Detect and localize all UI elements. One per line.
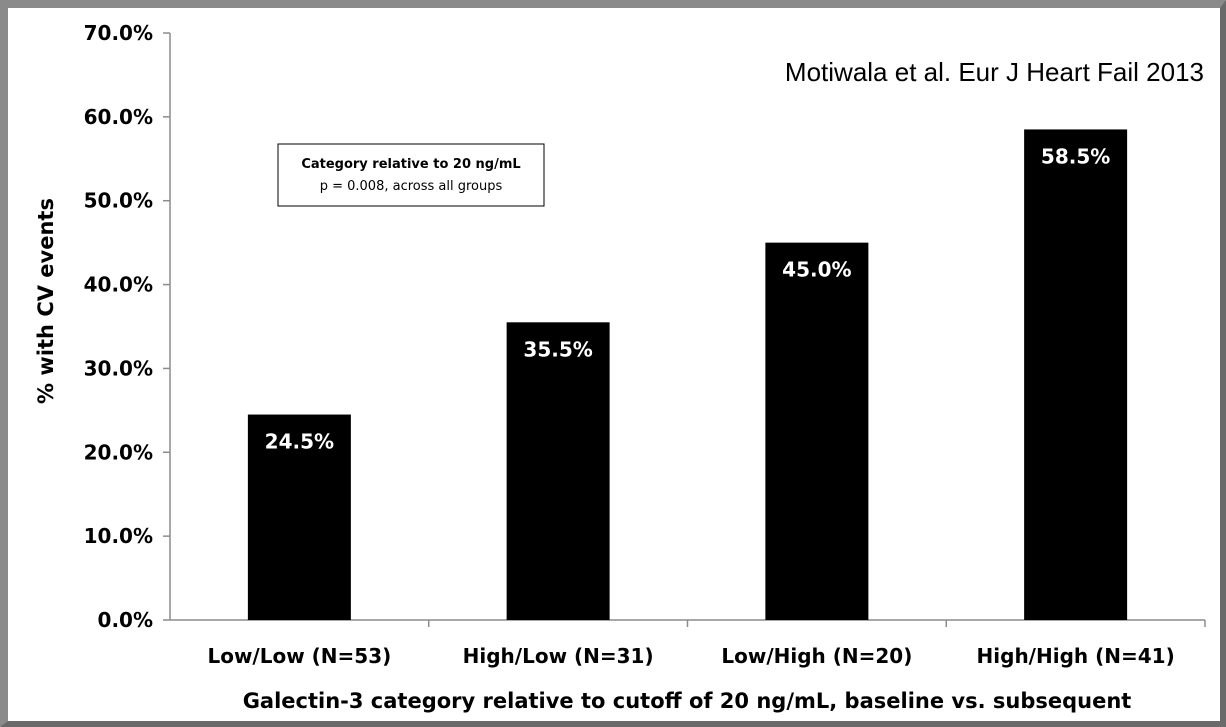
x-axis-category-labels: Low/Low (N=53) High/Low (N=31) Low/High (N…: [207, 620, 1206, 668]
y-axis-ticks: 0.0% 10.0% 20.0% 30.0% 40.0% 50.0% 60.0% 70.0%: [84, 21, 170, 632]
bar-value-label: 58.5%: [1041, 144, 1110, 168]
y-tick-label: 60.0%: [84, 105, 153, 129]
x-category-label: High/High (N=41): [977, 644, 1175, 668]
x-category-label: Low/Low (N=53): [207, 644, 391, 668]
bar: [506, 322, 610, 620]
bar: [765, 242, 869, 620]
citation-text: Motiwala et al. Eur J Heart Fail 2013: [785, 57, 1204, 87]
x-category-label: Low/High (N=20): [721, 644, 912, 668]
bar-value-label: 45.0%: [782, 258, 851, 282]
annotation-subtitle: p = 0.008, across all groups: [320, 179, 503, 194]
y-tick-label: 30.0%: [84, 356, 153, 380]
x-category-label: High/Low (N=31): [463, 644, 654, 668]
x-axis-title: Galectin-3 category relative to cutoff o…: [243, 689, 1132, 713]
annotation-title: Category relative to 20 ng/mL: [301, 157, 520, 172]
bars-group: 24.5% 35.5% 45.0% 58.5%: [247, 129, 1128, 620]
bar-value-label: 35.5%: [523, 337, 592, 361]
bar: [247, 414, 351, 620]
y-tick-label: 10.0%: [84, 524, 153, 548]
annotation-box: Category relative to 20 ng/mL p = 0.008,…: [277, 143, 545, 207]
bar-value-label: 24.5%: [265, 430, 334, 454]
y-tick-label: 70.0%: [84, 21, 153, 45]
bar: [1024, 129, 1128, 620]
y-tick-label: 50.0%: [84, 189, 153, 213]
y-tick-label: 40.0%: [84, 273, 153, 297]
y-axis-title: % with CV events: [34, 198, 58, 404]
y-tick-label: 0.0%: [98, 608, 153, 632]
annotation-box-border: [277, 143, 545, 207]
y-tick-label: 20.0%: [84, 440, 153, 464]
